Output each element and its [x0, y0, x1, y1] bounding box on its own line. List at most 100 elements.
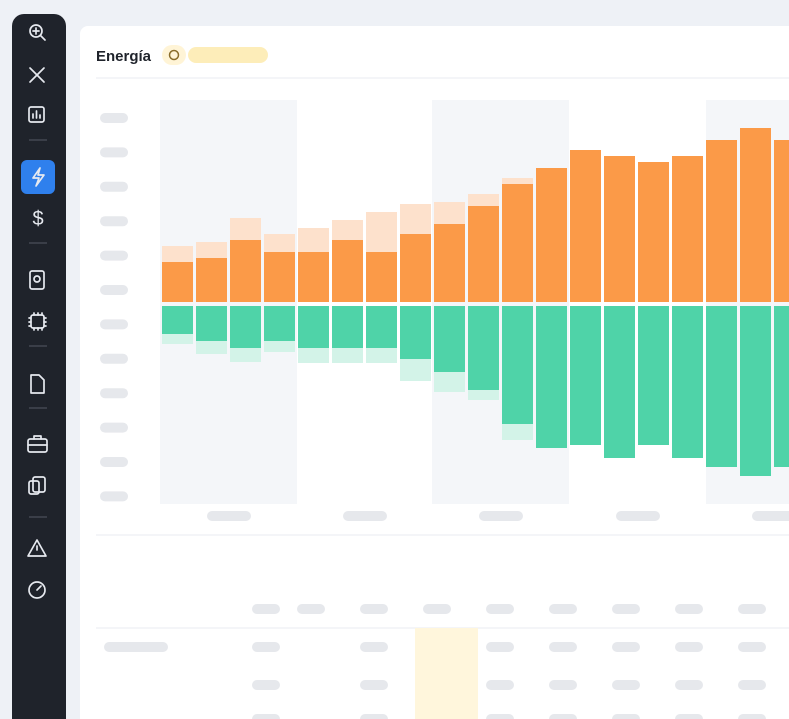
highlight-column	[415, 628, 478, 719]
placeholder	[549, 714, 577, 719]
placeholder	[612, 714, 640, 719]
placeholder	[752, 511, 789, 521]
bar-segment	[604, 156, 635, 302]
bar-segment	[230, 306, 261, 348]
bar-segment	[502, 424, 533, 440]
placeholder	[207, 511, 251, 521]
bar-segment	[332, 306, 363, 348]
sidebar-icons: $	[21, 24, 55, 599]
warning-icon[interactable]	[27, 539, 47, 557]
placeholder	[100, 250, 128, 261]
bar-segment	[196, 306, 227, 341]
document-icon[interactable]	[30, 374, 45, 394]
bar-segment	[706, 306, 737, 467]
settings-chip[interactable]	[162, 45, 186, 65]
bar-segment	[536, 168, 567, 302]
bar-segment	[570, 150, 601, 302]
bar-segment	[400, 204, 431, 234]
bar-segment	[672, 156, 703, 302]
bar-segment	[400, 306, 431, 359]
bar-segment	[774, 140, 789, 302]
zoom-icon[interactable]	[29, 24, 46, 41]
bar-segment	[434, 306, 465, 372]
placeholder	[100, 388, 128, 399]
bar-segment	[638, 162, 669, 302]
placeholder	[100, 216, 128, 227]
placeholder	[252, 604, 280, 614]
bar-segment	[502, 184, 533, 302]
placeholder	[738, 642, 766, 652]
placeholder	[738, 604, 766, 614]
section-title: Energía	[96, 48, 152, 65]
blurred-badge	[188, 47, 268, 63]
placeholder	[252, 680, 280, 690]
placeholder	[423, 604, 451, 614]
placeholder	[360, 680, 388, 690]
bar-segment	[162, 246, 193, 262]
bar-segment	[230, 348, 261, 362]
pages-icon[interactable]	[28, 476, 46, 495]
bar-segment	[434, 202, 465, 224]
bar-segment	[332, 240, 363, 302]
dollar-icon[interactable]: $	[32, 208, 43, 230]
bar-segment	[332, 220, 363, 240]
bar-segment	[570, 306, 601, 445]
certificate-icon[interactable]	[29, 270, 45, 290]
energy-button-active[interactable]	[21, 160, 55, 194]
bar-segment	[332, 348, 363, 363]
tools-icon[interactable]	[29, 67, 45, 83]
placeholder	[549, 642, 577, 652]
blurred-placeholders	[100, 113, 789, 719]
bars	[162, 128, 789, 476]
bar-segment	[264, 234, 295, 252]
placeholder	[479, 511, 523, 521]
bar-segment	[230, 240, 261, 302]
bar-segment	[536, 306, 567, 448]
report-icon[interactable]	[28, 106, 45, 123]
gauge-icon[interactable]	[28, 581, 46, 599]
settings-icon	[168, 49, 180, 61]
bar-segment	[468, 206, 499, 302]
bar-segment	[298, 348, 329, 363]
briefcase-icon[interactable]	[27, 435, 48, 453]
bar-segment	[264, 306, 295, 341]
placeholder	[100, 457, 128, 467]
placeholder	[612, 604, 640, 614]
bar-segment	[740, 128, 771, 302]
bar-segment	[468, 390, 499, 400]
bar-segment	[740, 306, 771, 476]
bar-segment	[264, 341, 295, 352]
placeholder	[100, 319, 128, 330]
placeholder	[360, 714, 388, 719]
placeholder	[252, 642, 280, 652]
placeholder	[612, 642, 640, 652]
placeholder	[100, 491, 128, 502]
placeholder	[675, 642, 703, 652]
bar-segment	[672, 306, 703, 458]
bar-segment	[706, 140, 737, 302]
chip-icon[interactable]	[28, 312, 47, 331]
sidebar	[12, 14, 66, 719]
placeholder	[486, 714, 514, 719]
bar-segment	[774, 306, 789, 467]
bar-segment	[162, 262, 193, 302]
bar-segment	[434, 372, 465, 392]
bolt-icon	[32, 167, 45, 187]
placeholder	[100, 147, 128, 158]
placeholder	[675, 604, 703, 614]
bar-segment	[196, 258, 227, 302]
placeholder	[612, 680, 640, 690]
placeholder	[675, 714, 703, 719]
placeholder	[100, 353, 128, 364]
bar-segment	[298, 228, 329, 252]
placeholder	[486, 604, 514, 614]
bar-segment	[468, 194, 499, 206]
placeholder	[104, 642, 168, 652]
bar-segment	[366, 252, 397, 302]
bar-segment	[366, 306, 397, 348]
bar-segment	[162, 334, 193, 344]
placeholder	[616, 511, 660, 521]
placeholder	[360, 642, 388, 652]
